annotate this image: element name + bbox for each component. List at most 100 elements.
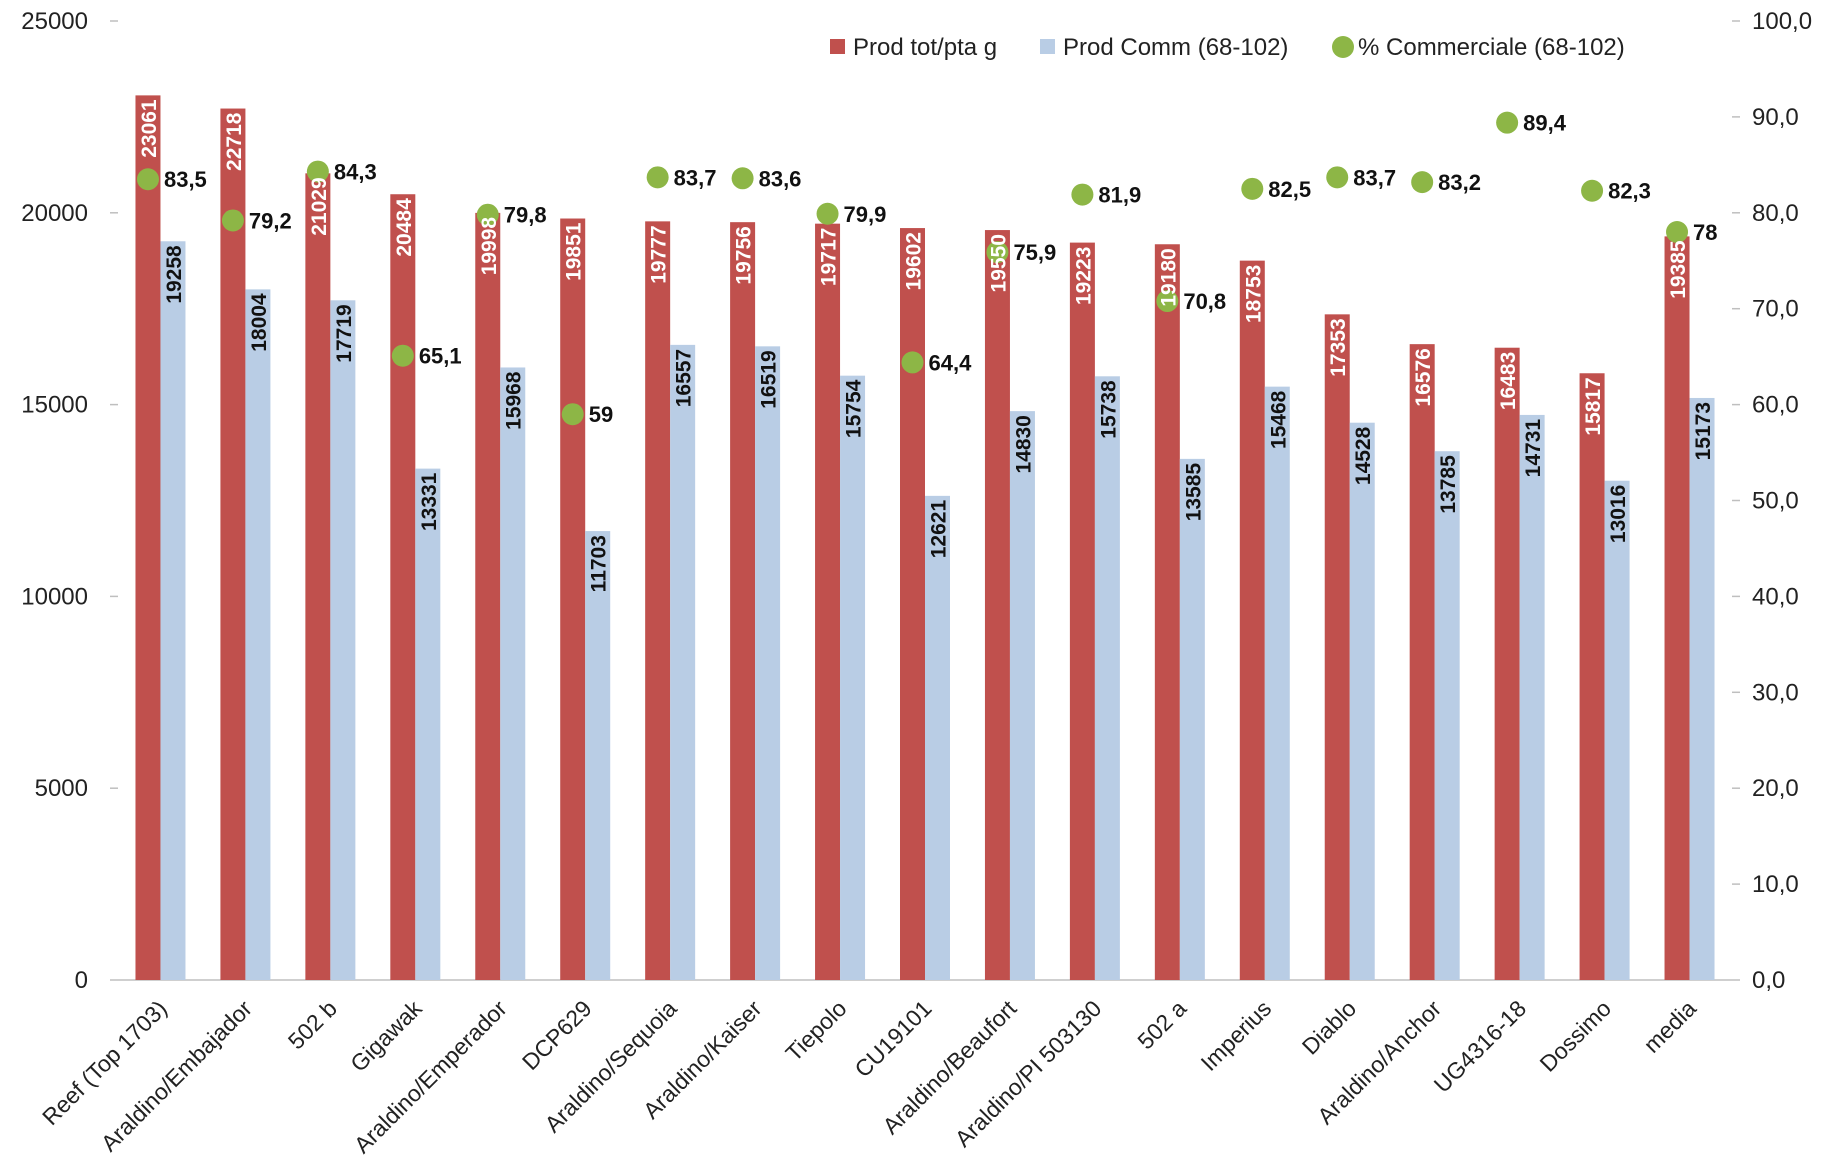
bar-prod-comm (1264, 386, 1290, 980)
legend: Prod tot/pta g Prod Comm (68-102) % Commer… (830, 34, 1625, 61)
data-label-pct-commerciale: 83,6 (759, 166, 802, 191)
legend-swatch (1040, 39, 1055, 54)
data-label-prod-comm: 17719 (333, 304, 356, 362)
point-pct-commerciale (901, 351, 924, 374)
data-label-prod-comm: 16557 (673, 349, 696, 407)
bar-prod-tot (560, 218, 586, 981)
bar-prod-comm (1094, 376, 1120, 981)
data-label-prod-comm: 15738 (1097, 380, 1120, 439)
point-pct-commerciale (1496, 111, 1519, 134)
y-right-tick-label: 80,0 (1752, 200, 1799, 227)
x-category-label: Dossimo (1534, 995, 1616, 1077)
point-pct-commerciale (731, 167, 754, 190)
data-label-prod-tot: 19998 (478, 217, 501, 276)
bar-prod-comm (1434, 451, 1460, 980)
bar-prod-tot (1324, 314, 1350, 980)
y-right-tick-label: 70,0 (1752, 296, 1799, 323)
data-label-prod-tot: 19717 (818, 228, 841, 286)
y-left-tick-label: 0 (75, 967, 88, 994)
data-label-prod-tot: 19777 (648, 225, 671, 283)
x-category-label: Diablo (1297, 995, 1362, 1060)
data-label-prod-tot: 23061 (138, 99, 161, 158)
point-pct-commerciale (476, 203, 499, 226)
y-left-tick-label: 5000 (35, 775, 88, 802)
bar-prod-comm (245, 289, 271, 980)
data-label-prod-comm: 15968 (503, 371, 526, 430)
data-label-pct-commerciale: 70,8 (1183, 289, 1226, 314)
point-pct-commerciale (646, 166, 669, 189)
data-label-pct-commerciale: 84,3 (334, 160, 377, 185)
data-label-pct-commerciale: 64,4 (929, 350, 973, 375)
data-labels-group: 23061 19258 83,5 22718 18004 79,2 21029 17719 84… (138, 99, 1718, 592)
point-pct-commerciale (136, 168, 159, 191)
bar-prod-tot (1154, 244, 1180, 981)
y-right-tick-label: 50,0 (1752, 488, 1799, 515)
data-label-prod-tot: 19550 (987, 234, 1010, 292)
bar-prod-tot (815, 223, 841, 980)
data-label-prod-comm: 14731 (1522, 419, 1545, 478)
data-label-pct-commerciale: 83,5 (164, 167, 207, 192)
point-pct-commerciale (816, 202, 839, 225)
legend-swatch (830, 39, 845, 54)
data-label-prod-comm: 19258 (163, 245, 186, 304)
x-category-label: Araldino/PI 503130 (950, 995, 1107, 1152)
y-right-tick-label: 30,0 (1752, 679, 1799, 706)
data-label-prod-comm: 14830 (1012, 415, 1035, 473)
bar-prod-comm (1349, 422, 1375, 980)
data-label-prod-comm: 14528 (1352, 426, 1375, 485)
point-pct-commerciale (1326, 166, 1349, 189)
bar-prod-tot (984, 230, 1010, 980)
point-pct-commerciale (1666, 220, 1689, 243)
data-label-prod-comm: 12621 (928, 500, 951, 559)
data-label-prod-tot: 20484 (393, 198, 416, 257)
bar-prod-comm (1179, 458, 1205, 980)
bar-prod-tot (1069, 242, 1095, 980)
x-category-label: Gigawak (345, 995, 427, 1077)
bar-prod-tot (1494, 347, 1520, 980)
bar-prod-tot (220, 108, 246, 980)
x-category-label: Imperius (1196, 995, 1277, 1076)
x-category-label: 502 b (283, 995, 342, 1054)
data-label-prod-comm: 13785 (1437, 455, 1460, 514)
y-right-tick-label: 10,0 (1752, 871, 1799, 898)
data-label-prod-comm: 13016 (1607, 485, 1630, 543)
data-label-prod-tot: 19385 (1667, 240, 1690, 299)
bars-group (135, 95, 1715, 981)
data-label-prod-tot: 16576 (1412, 348, 1435, 406)
data-label-prod-tot: 18753 (1242, 265, 1265, 323)
bar-prod-comm (1689, 397, 1715, 980)
legend-label: Prod tot/pta g (853, 34, 997, 61)
data-label-pct-commerciale: 78 (1693, 220, 1717, 245)
x-category-label: DCP629 (517, 995, 597, 1075)
bar-prod-comm (1009, 411, 1035, 980)
point-pct-commerciale (221, 209, 244, 232)
y-right-tick-label: 40,0 (1752, 583, 1799, 610)
x-category-label: UG4316-18 (1429, 995, 1531, 1097)
y-left-tick-label: 15000 (21, 392, 88, 419)
point-pct-commerciale (1071, 183, 1094, 206)
point-pct-commerciale (986, 241, 1009, 264)
data-label-pct-commerciale: 79,8 (504, 203, 547, 228)
data-label-pct-commerciale: 83,2 (1438, 170, 1481, 195)
data-label-pct-commerciale: 89,4 (1523, 111, 1567, 136)
bar-prod-comm (670, 344, 696, 980)
point-pct-commerciale (391, 344, 414, 367)
bar-prod-tot (305, 173, 331, 980)
legend-label: % Commerciale (68-102) (1358, 34, 1625, 61)
data-label-pct-commerciale: 83,7 (674, 165, 717, 190)
bar-prod-tot (1664, 236, 1690, 980)
legend-label: Prod Comm (68-102) (1063, 34, 1288, 61)
y-left-tick-label: 20000 (21, 200, 88, 227)
point-pct-commerciale (306, 160, 329, 183)
bar-prod-tot (475, 212, 501, 981)
data-label-prod-comm: 15173 (1692, 402, 1715, 460)
data-label-pct-commerciale: 79,2 (249, 208, 292, 233)
data-label-prod-tot: 15817 (1582, 377, 1605, 435)
data-label-prod-tot: 19180 (1157, 248, 1180, 306)
y-left-tick-label: 10000 (21, 583, 88, 610)
bar-prod-tot (900, 228, 925, 981)
point-pct-commerciale (1241, 177, 1264, 200)
data-label-prod-comm: 15754 (843, 379, 866, 438)
point-pct-commerciale (1411, 171, 1434, 194)
bar-prod-tot (645, 221, 671, 981)
